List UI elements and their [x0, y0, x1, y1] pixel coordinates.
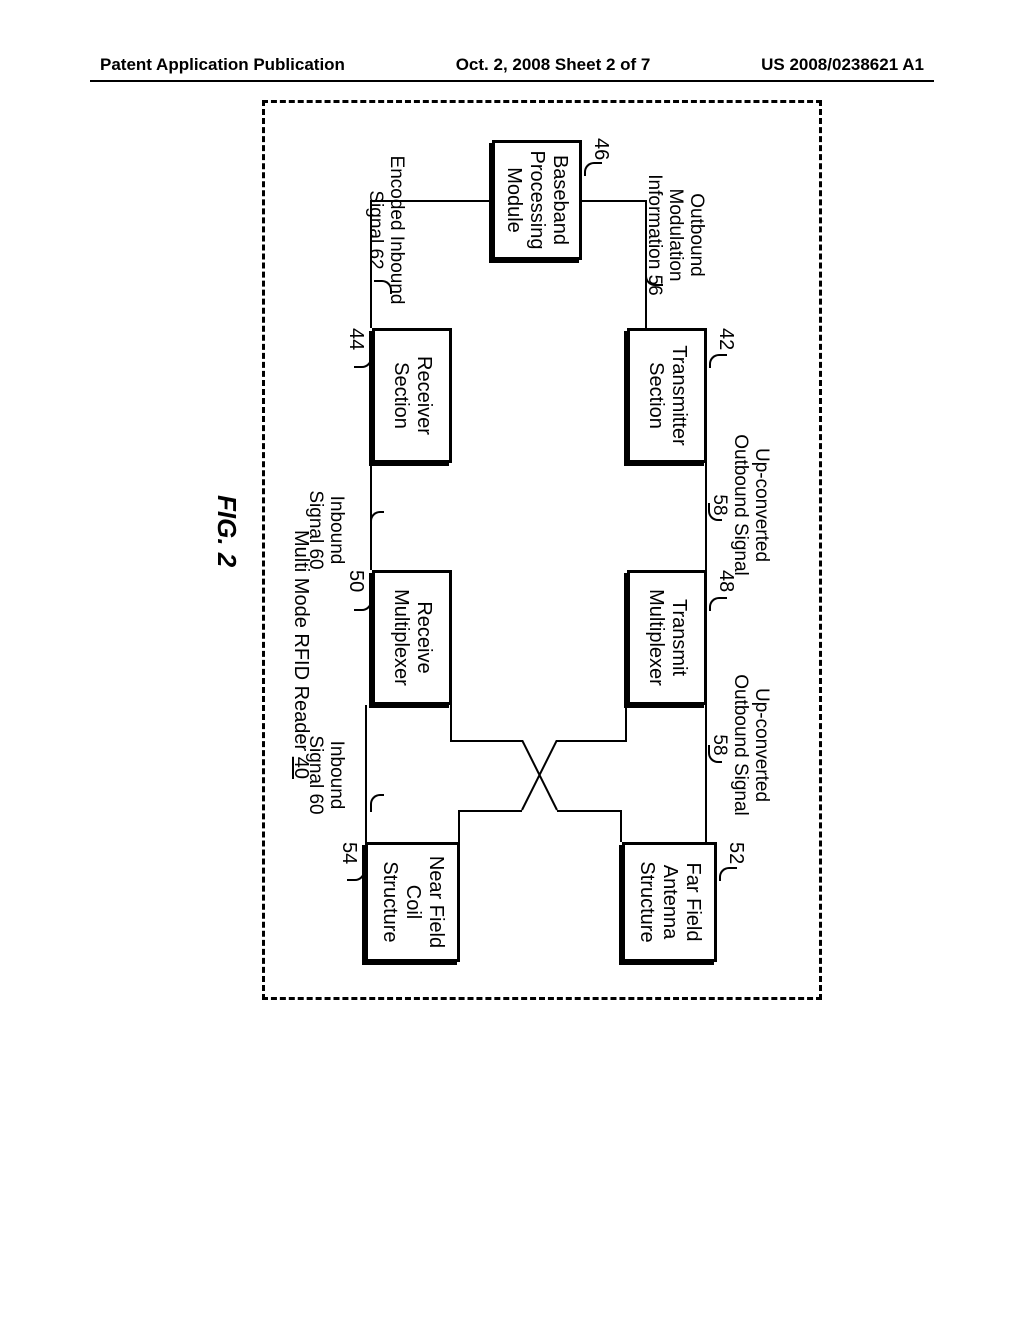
- cross-connector: [519, 740, 559, 812]
- connector: [458, 810, 460, 842]
- header-center: Oct. 2, 2008 Sheet 2 of 7: [456, 55, 651, 75]
- connector: [557, 810, 622, 812]
- baseband-ref: 46: [589, 138, 612, 160]
- connector: [460, 810, 522, 812]
- far-field-ref: 52: [724, 842, 747, 864]
- connector: [450, 705, 452, 742]
- hook-icon: [709, 354, 727, 368]
- connector: [370, 463, 372, 570]
- far-field-block: Far Field Antenna Structure: [622, 842, 717, 962]
- connector: [705, 463, 707, 570]
- tx-mux-block: Transmit Multiplexer: [627, 570, 707, 705]
- connector: [620, 810, 622, 842]
- transmitter-block: Transmitter Section: [627, 328, 707, 463]
- near-field-ref: 54: [337, 842, 360, 864]
- header-left: Patent Application Publication: [100, 55, 345, 75]
- connector: [625, 705, 627, 742]
- connector: [372, 200, 492, 202]
- near-field-block: Near Field Coil Structure: [365, 842, 460, 962]
- hook-icon: [584, 162, 602, 176]
- hook-icon: [370, 511, 384, 529]
- inbound1-label: Inbound Signal 60: [304, 475, 367, 585]
- hook-icon: [709, 597, 727, 611]
- connector: [365, 705, 367, 842]
- rx-mux-block: Receive Multiplexer: [372, 570, 452, 705]
- inbound2-label: Inbound Signal 60: [304, 720, 367, 830]
- transmitter-ref: 42: [714, 328, 737, 350]
- receiver-ref: 44: [344, 328, 367, 350]
- connector: [452, 740, 522, 742]
- figure-caption: FIG. 2: [211, 495, 242, 567]
- baseband-block: Baseband Processing Module: [492, 140, 582, 260]
- header-right: US 2008/0238621 A1: [761, 55, 924, 75]
- block-diagram: Baseband Processing Module 46 Transmitte…: [202, 100, 822, 1000]
- hook-icon: [370, 794, 384, 812]
- hook-icon: [719, 867, 737, 881]
- receiver-block: Receiver Section: [372, 328, 452, 463]
- connector: [582, 200, 647, 202]
- connector: [645, 200, 647, 328]
- connector: [557, 740, 627, 742]
- header-rule: [90, 80, 934, 82]
- system-label: Multi Mode RFID Reader 40: [289, 530, 312, 779]
- connector: [705, 705, 707, 842]
- connector: [370, 200, 372, 328]
